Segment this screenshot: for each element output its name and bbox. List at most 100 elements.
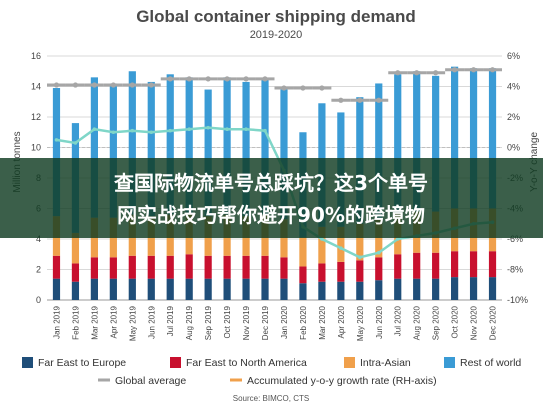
growth-point [130,128,135,133]
y2-tick-label: 0% [507,143,520,153]
banner-background [0,158,543,238]
x-tick-label: Jan 2020 [280,305,289,338]
legend-label: Intra-Asian [360,357,411,369]
bar-segment [280,89,288,220]
y-tick-label: 12 [31,112,41,122]
bar-segment [375,83,383,220]
bar-segment [185,278,193,300]
average-point [319,85,325,91]
bar-segment [394,278,402,300]
y2-tick-label: 4% [507,82,520,92]
x-tick-label: Dec 2019 [261,305,270,340]
x-tick-label: Jul 2020 [394,305,403,336]
x-tick-label: Mar 2019 [90,305,99,339]
y-tick-label: 2 [36,265,41,275]
bar-segment [488,277,497,300]
bar-segment [451,251,459,278]
bar-segment [488,251,497,278]
y2-tick-label: 6% [507,51,520,61]
bar-segment [52,255,61,279]
x-tick-label: Sep 2019 [204,305,213,340]
average-point [224,76,230,82]
legend: Far East to Europe Far East to North Amer… [22,357,521,387]
bar-segment [469,277,478,300]
growth-point [244,127,248,131]
growth-point [54,138,59,142]
bar-segment [299,237,307,267]
growth-point [320,237,324,241]
y2-tick-label: -10% [507,295,528,305]
y-tick-label: 10 [31,143,41,153]
growth-point [187,127,191,131]
average-point [376,97,382,103]
bar-segment [185,77,193,214]
x-tick-label: Feb 2020 [299,305,308,339]
average-point [148,82,154,88]
bar-segment [90,257,98,279]
bar-segment [356,281,364,300]
bar-segment [318,263,326,282]
bar-segment [469,68,478,209]
growth-point [339,246,343,250]
average-point [489,67,496,73]
average-point [470,67,477,73]
growth-point [263,128,267,133]
bar-segment [71,281,80,300]
legend-swatch [22,357,33,368]
bar-segment [166,255,174,279]
bar-segment [185,254,193,279]
bar-segment [394,254,402,279]
average-point [186,76,192,82]
average-point [262,76,268,82]
y-tick-label: 16 [31,51,41,61]
x-tick-label: Dec 2020 [489,305,498,340]
bar-segment [204,278,212,300]
bar-segment [451,66,459,209]
bar-segment [488,68,497,209]
chart-subtitle: 2019-2020 [250,29,303,41]
bar-segment [413,71,421,212]
y2-tick-label: 2% [507,112,520,122]
average-point [243,76,249,82]
bar-segment [71,232,80,264]
bar-segment [90,278,98,300]
bar-segment [223,255,231,279]
average-point [129,82,135,88]
bar-segment [432,252,440,279]
growth-point [92,127,97,131]
bar-segment [166,74,174,215]
bar-segment [413,278,421,300]
x-tick-label: Oct 2019 [223,305,232,338]
x-tick-label: Aug 2019 [185,305,194,340]
legend-label: Global average [115,375,186,387]
x-tick-label: Apr 2019 [109,305,118,338]
growth-point [73,141,78,145]
average-point [300,85,306,91]
chart-title: Global container shipping demand [136,7,416,26]
average-point [72,82,79,88]
bar-segment [337,226,345,262]
bar-segment [223,77,231,215]
banner-line-2: 网实战技巧帮你避开90%的跨境物 [117,203,425,227]
bar-segment [356,260,364,282]
average-point [433,70,439,76]
bar-segment [147,255,155,279]
bar-segment [469,251,478,278]
bar-segment [280,257,288,279]
bar-segment [109,257,117,279]
growth-point [395,237,400,241]
bar-segment [318,281,326,300]
x-tick-label: Sep 2020 [432,305,441,340]
x-tick-label: Jun 2020 [375,305,384,338]
bar-segment [147,278,155,300]
growth-point [376,250,381,255]
bar-segment [261,78,269,215]
bar-segment [280,219,288,258]
bar-segment [109,83,117,218]
average-point [91,82,97,88]
growth-point [206,125,210,130]
bar-segment [147,81,155,217]
x-tick-label: Aug 2020 [413,305,422,340]
x-tick-label: May 2019 [128,305,137,341]
y2-tick-label: -8% [507,265,523,275]
